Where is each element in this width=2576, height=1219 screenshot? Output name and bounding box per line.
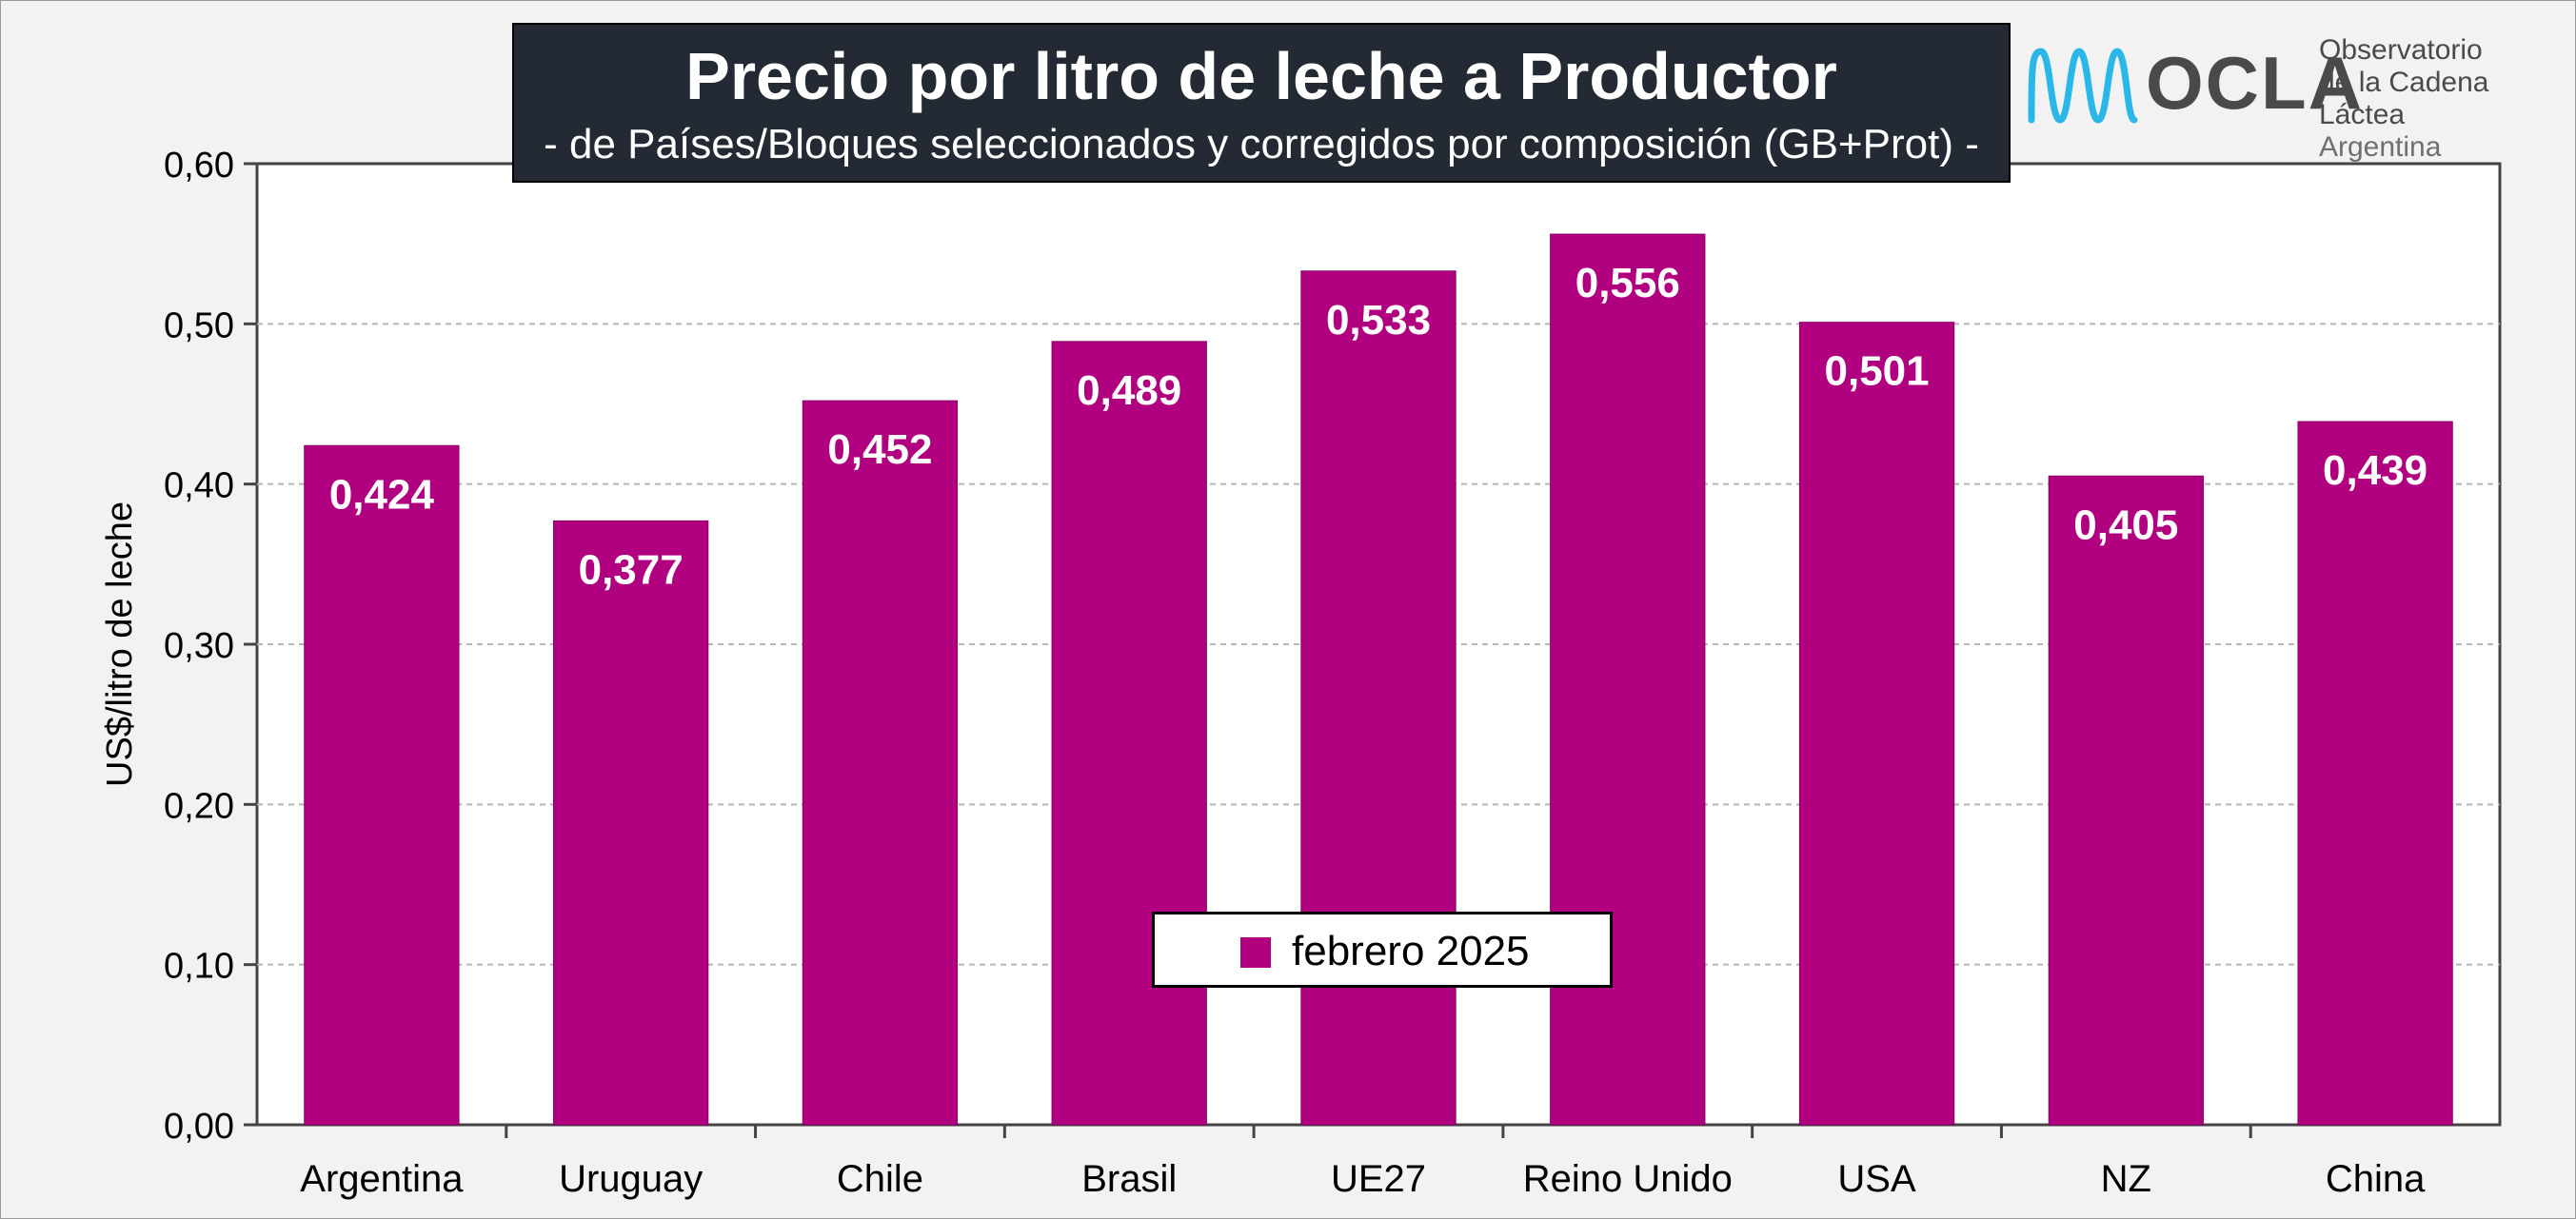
bar — [1550, 233, 1706, 1126]
logo-wordmark: OCLA — [2146, 41, 2364, 125]
y-axis-label: US$/litro de leche — [100, 501, 140, 787]
x-tick-label: USA — [1837, 1158, 1916, 1200]
ocla-logo: OCLA Observatorio de la Cadena Láctea Ar… — [2022, 27, 2555, 163]
x-tick-label: Uruguay — [559, 1158, 703, 1200]
data-label: 0,452 — [827, 426, 932, 473]
x-tick-label: Argentina — [300, 1158, 464, 1200]
legend: febrero 2025 — [1152, 912, 1613, 988]
bar — [1300, 270, 1456, 1126]
data-label: 0,556 — [1575, 260, 1680, 306]
x-tick-labels: Argentina Uruguay Chile Brasil UE27 Reino Uni… — [300, 1125, 2426, 1200]
logo-line-3: Argentina — [2319, 131, 2442, 163]
bar — [2297, 421, 2453, 1126]
data-label: 0,533 — [1326, 297, 1431, 344]
bar — [553, 520, 709, 1126]
x-tick-label: Reino Unido — [1523, 1158, 1733, 1200]
logo-tagline: Observatorio de la Cadena Láctea Argenti… — [2319, 34, 2555, 164]
data-label: 0,501 — [1825, 348, 1930, 395]
chart-title-box: Precio por litro de leche a Productor - … — [512, 23, 2011, 183]
bars: 0,424 0,377 0,452 0,489 0,533 0,556 0,501 0,405… — [304, 233, 2453, 1126]
y-tick-labels: 0,00 0,10 0,20 0,30 0,40 0,50 0,60 — [164, 146, 257, 1147]
legend-label: febrero 2025 — [1292, 928, 1530, 974]
logo-line-2: de la Cadena Láctea — [2319, 67, 2489, 130]
bar — [802, 400, 959, 1126]
legend-swatch — [1240, 937, 1271, 968]
x-tick-label: China — [2326, 1158, 2426, 1200]
data-label: 0,489 — [1077, 367, 1181, 414]
y-tick-label: 0,20 — [164, 786, 234, 826]
data-label: 0,405 — [2073, 501, 2178, 548]
y-tick-label: 0,50 — [164, 305, 234, 345]
x-tick-label: NZ — [2101, 1158, 2151, 1200]
logo-line-1: Observatorio — [2319, 34, 2483, 66]
y-tick-label: 0,00 — [164, 1107, 234, 1147]
data-label: 0,377 — [579, 546, 684, 593]
bar — [2048, 475, 2204, 1126]
chart-subtitle: - de Países/Bloques seleccionados y corr… — [544, 121, 1979, 167]
wave-icon — [2028, 48, 2138, 124]
y-tick-label: 0,10 — [164, 947, 234, 987]
x-tick-label: Chile — [837, 1158, 923, 1200]
data-label: 0,439 — [2323, 447, 2427, 494]
bar — [1051, 341, 1207, 1126]
data-label: 0,424 — [329, 471, 435, 518]
y-tick-label: 0,30 — [164, 626, 234, 666]
x-tick-label: UE27 — [1331, 1158, 1426, 1200]
bar — [304, 444, 460, 1126]
y-tick-label: 0,40 — [164, 466, 234, 506]
y-tick-label: 0,60 — [164, 146, 234, 186]
bar — [1798, 322, 1955, 1126]
chart-title: Precio por litro de leche a Productor — [685, 39, 1837, 113]
x-tick-label: Brasil — [1081, 1158, 1177, 1200]
